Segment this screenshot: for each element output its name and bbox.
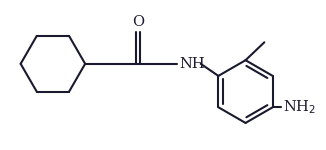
Text: NH$_2$: NH$_2$: [283, 98, 316, 116]
Text: NH: NH: [179, 57, 205, 71]
Text: O: O: [132, 15, 144, 29]
